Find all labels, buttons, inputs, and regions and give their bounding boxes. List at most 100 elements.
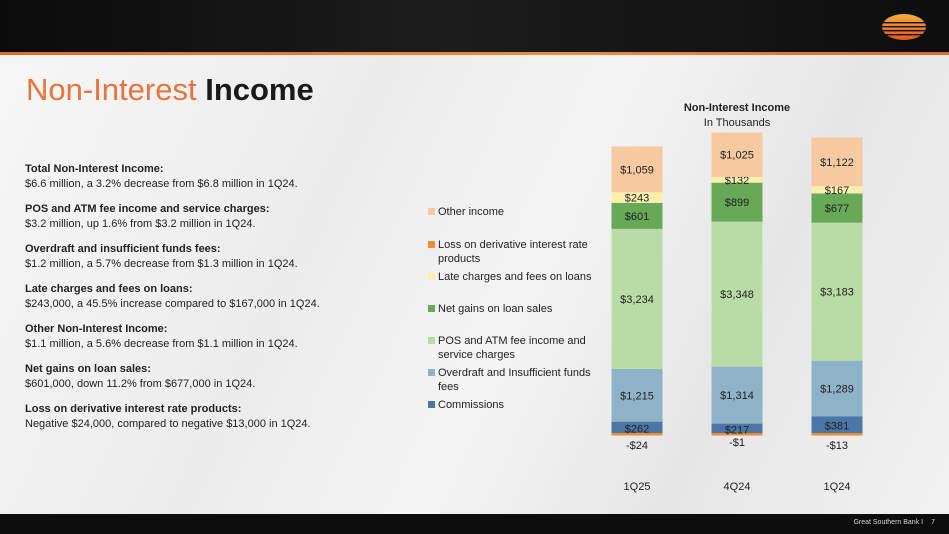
bar-segment xyxy=(811,186,863,194)
bar-segment xyxy=(811,433,863,436)
bar-segment xyxy=(711,182,763,222)
bar-segment xyxy=(611,421,663,433)
bar-segment xyxy=(811,360,863,417)
legend-item: Overdraft and Insufficient funds fees xyxy=(428,366,598,394)
legend-item: Loss on derivative interest rate product… xyxy=(428,238,598,266)
bar-segment xyxy=(811,193,863,223)
legend-swatch xyxy=(428,208,435,215)
summary-bullet-text: Negative $24,000, compared to negative $… xyxy=(25,418,311,430)
bar-value-label: $1,059 xyxy=(620,164,654,176)
legend-swatch xyxy=(428,369,435,376)
legend-label: Commissions xyxy=(438,399,505,411)
bar-segment xyxy=(611,433,663,436)
bar-value-label: -$1 xyxy=(729,437,745,449)
legend-swatch xyxy=(428,337,435,344)
summary-bullet-heading: Loss on derivative interest rate product… xyxy=(25,403,242,415)
bar-value-label: $381 xyxy=(825,421,849,433)
legend-label: Loss on derivative interest rate product… xyxy=(438,239,588,265)
page-title-bold: Income xyxy=(205,72,314,107)
legend-item: Net gains on loan sales xyxy=(428,302,598,316)
summary-bullet: Late charges and fees on loans: $243,000,… xyxy=(25,282,405,312)
bar-segment xyxy=(611,369,663,422)
footer-page-number: 7 xyxy=(931,519,935,526)
bar-value-label: $899 xyxy=(725,197,749,209)
chart-subtitle: In Thousands xyxy=(704,117,771,129)
x-tick-label: 4Q24 xyxy=(724,481,751,493)
bar-segment xyxy=(811,137,863,187)
bar-segment xyxy=(711,221,763,367)
legend-label: Net gains on loan sales xyxy=(438,303,553,315)
bar-segment xyxy=(711,366,763,424)
summary-bullet-text: $3.2 million, up 1.6% from $3.2 million … xyxy=(25,218,256,230)
bar-value-label: $132 xyxy=(725,175,749,187)
legend-label: Overdraft and Insufficient funds fees xyxy=(438,367,591,393)
legend-label: Late charges and fees on loans xyxy=(438,271,592,283)
footer: Great Southern Bank I 7 xyxy=(853,519,935,526)
legend-swatch xyxy=(428,241,435,248)
summary-bullet: Total Non-Interest Income: $6.6 million, … xyxy=(25,162,405,192)
legend-swatch xyxy=(428,305,435,312)
x-tick-label: 1Q24 xyxy=(824,481,851,493)
summary-bullet-heading: Total Non-Interest Income: xyxy=(25,163,164,175)
summary-bullet: Overdraft and insufficient funds fees: $1… xyxy=(25,242,405,272)
summary-bullet-text: $1.1 million, a 5.6% decrease from $1.1 … xyxy=(25,338,298,350)
bar-value-label: -$24 xyxy=(626,440,648,452)
legend-swatch xyxy=(428,401,435,408)
footer-company: Great Southern Bank I xyxy=(853,519,924,526)
summary-bullet-heading: Other Non-Interest Income: xyxy=(25,323,168,335)
bar-value-label: $1,314 xyxy=(720,390,754,402)
bar-value-label: $217 xyxy=(725,424,749,436)
bar-value-label: $3,234 xyxy=(620,294,654,306)
top-accent-line xyxy=(0,52,949,55)
bar-value-label: $601 xyxy=(625,211,649,223)
bar-segment xyxy=(711,433,763,436)
summary-bullet-heading: Overdraft and insufficient funds fees: xyxy=(25,243,221,255)
bar-value-label: $677 xyxy=(825,203,849,215)
bar-value-label: $3,348 xyxy=(720,289,754,301)
bar-value-label: -$13 xyxy=(826,440,848,452)
legend-item: Commissions xyxy=(428,398,598,412)
legend-item: Late charges and fees on loans xyxy=(428,270,598,284)
summary-bullet-text: $243,000, a 45.5% increase compared to $… xyxy=(25,298,320,310)
page-title: Non-Interest Income xyxy=(26,72,314,108)
summary-bullet-text: $601,000, down 11.2% from $677,000 in 1Q… xyxy=(25,378,256,390)
bar-value-label: $3,183 xyxy=(820,287,854,299)
summary-bullet: Other Non-Interest Income: $1.1 million, … xyxy=(25,322,405,352)
legend-item: Other income xyxy=(428,205,598,219)
bar-segment xyxy=(611,228,663,370)
bar-segment xyxy=(811,416,863,433)
bar-value-label: $167 xyxy=(825,185,849,197)
bar-segment xyxy=(611,192,663,203)
bar-segment xyxy=(711,132,763,177)
summary-bullet-heading: Late charges and fees on loans: xyxy=(25,283,193,295)
legend-label: Other income xyxy=(438,206,505,218)
bar-value-label: $1,025 xyxy=(720,150,754,162)
legend-label: POS and ATM fee income and service charg… xyxy=(438,335,586,361)
bank-logo-icon xyxy=(882,14,926,40)
legend-item: POS and ATM fee income and service charg… xyxy=(428,334,598,362)
summary-bullet: Net gains on loan sales: $601,000, down 1… xyxy=(25,362,405,392)
bar-segment xyxy=(611,202,663,229)
chart-title: Non-Interest Income xyxy=(684,102,790,114)
top-bar xyxy=(0,0,949,52)
summary-bullet-text: $1.2 million, a 5.7% decrease from $1.3 … xyxy=(25,258,298,270)
summary-bullets: Total Non-Interest Income: $6.6 million, … xyxy=(25,162,405,442)
page-title-light: Non-Interest xyxy=(26,72,197,107)
legend-swatch xyxy=(428,273,435,280)
summary-bullet: Loss on derivative interest rate product… xyxy=(25,402,405,432)
bar-value-label: $1,215 xyxy=(620,390,654,402)
bar-value-label: $243 xyxy=(625,193,649,205)
bar-segment xyxy=(611,146,663,193)
summary-bullet-heading: POS and ATM fee income and service charg… xyxy=(25,203,270,215)
bar-value-label: $1,289 xyxy=(820,384,854,396)
bar-value-label: $262 xyxy=(625,423,649,435)
x-tick-label: 1Q25 xyxy=(624,481,651,493)
bar-segment xyxy=(711,423,763,433)
summary-bullet: POS and ATM fee income and service charg… xyxy=(25,202,405,232)
bar-segment xyxy=(711,176,763,183)
summary-bullet-text: $6.6 million, a 3.2% decrease from $6.8 … xyxy=(25,178,298,190)
bar-value-label: $1,122 xyxy=(820,157,854,169)
non-interest-income-chart: Non-Interest Income In Thousands -$24 $262 $… xyxy=(611,102,863,493)
bottom-bar xyxy=(0,514,949,534)
